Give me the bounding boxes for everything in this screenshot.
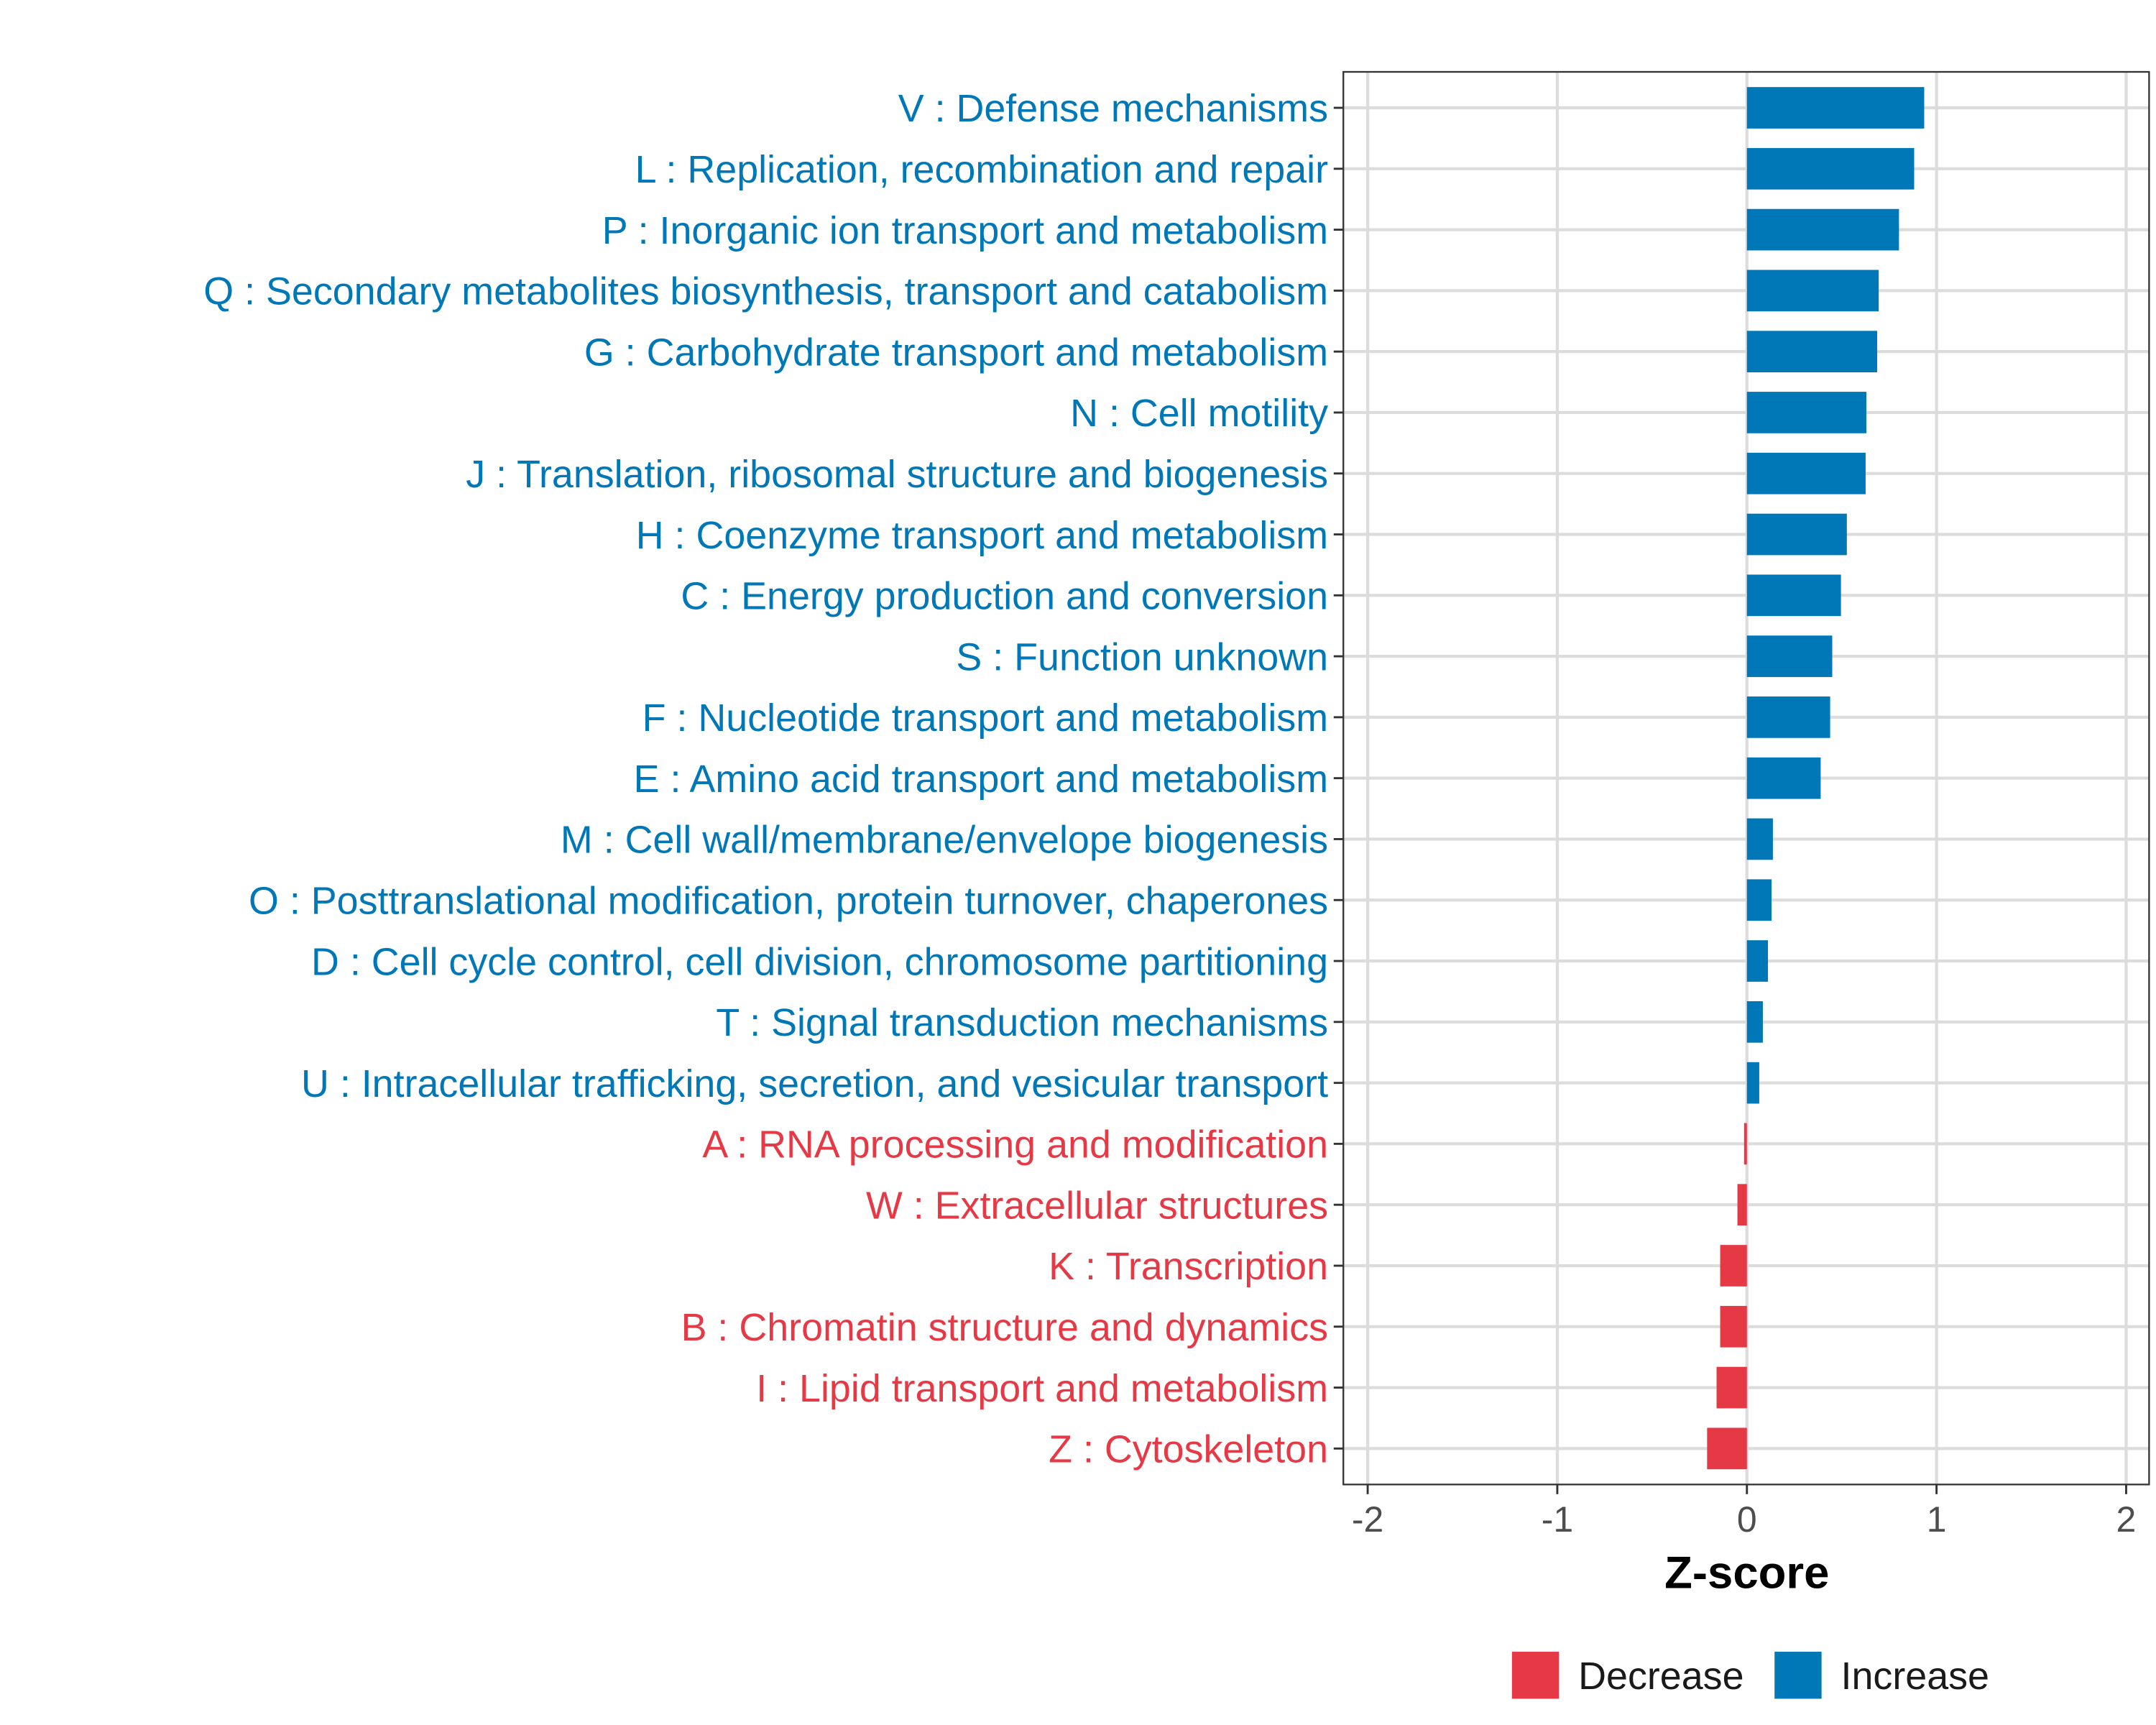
category-label: I : Lipid transport and metabolism — [756, 1367, 1328, 1410]
bar — [1746, 940, 1769, 982]
category-label: T : Signal transduction mechanisms — [716, 1001, 1328, 1044]
bar — [1746, 818, 1773, 860]
category-label: B : Chromatin structure and dynamics — [681, 1306, 1329, 1349]
category-label: W : Extracellular structures — [866, 1184, 1328, 1227]
bar — [1746, 331, 1878, 372]
category-label: U : Intracellular trafficking, secretion… — [301, 1062, 1328, 1105]
x-tick-label: 1 — [1927, 1499, 1947, 1540]
category-labels: V : Defense mechanisms L : Replication, r… — [203, 87, 1344, 1471]
category-label: K : Transcription — [1049, 1245, 1328, 1288]
category-label: N : Cell motility — [1070, 392, 1328, 435]
bar — [1746, 696, 1830, 738]
bar — [1746, 147, 1915, 190]
category-label: V : Defense mechanisms — [898, 87, 1328, 130]
bar — [1746, 757, 1821, 799]
category-label: H : Coenzyme transport and metabolism — [636, 514, 1328, 557]
x-tick-label: -1 — [1542, 1499, 1573, 1540]
bar — [1746, 635, 1833, 677]
category-label: L : Replication, recombination and repai… — [635, 148, 1329, 191]
category-label: F : Nucleotide transport and metabolism — [642, 696, 1328, 740]
bar — [1746, 392, 1866, 433]
category-label: E : Amino acid transport and metabolism — [634, 758, 1328, 801]
category-label: S : Function unknown — [956, 635, 1328, 678]
bar — [1720, 1245, 1747, 1287]
category-label: P : Inorganic ion transport and metaboli… — [602, 209, 1328, 252]
legend-swatch-decrease — [1511, 1652, 1560, 1699]
category-label: M : Cell wall/membrane/envelope biogenes… — [561, 819, 1328, 862]
bar — [1746, 513, 1847, 556]
x-axis-title: Z-score — [1664, 1548, 1829, 1598]
category-label: C : Energy production and conversion — [681, 575, 1328, 618]
bar — [1707, 1427, 1747, 1470]
category-label: D : Cell cycle control, cell division, c… — [311, 940, 1328, 983]
bar — [1746, 208, 1899, 251]
bar — [1743, 1123, 1747, 1165]
bars — [1707, 87, 1925, 1470]
bar — [1746, 1062, 1759, 1104]
x-tick-label: -2 — [1352, 1499, 1383, 1540]
category-label: A : RNA processing and modification — [702, 1123, 1328, 1167]
bar — [1737, 1184, 1747, 1226]
bar — [1746, 270, 1879, 312]
category-label: G : Carbohydrate transport and metabolis… — [584, 331, 1328, 374]
bar — [1746, 879, 1772, 921]
category-label: O : Posttranslational modification, prot… — [249, 879, 1328, 922]
legend-swatch-increase — [1774, 1652, 1822, 1699]
x-tick-label: 2 — [2116, 1499, 2137, 1540]
bar — [1746, 1000, 1763, 1043]
bar — [1746, 87, 1925, 129]
bar — [1746, 452, 1866, 494]
category-label: Z : Cytoskeleton — [1049, 1428, 1328, 1471]
legend-label-increase: Increase — [1841, 1655, 1989, 1698]
legend: Decrease Increase — [1511, 1652, 1989, 1699]
legend-label-decrease: Decrease — [1578, 1655, 1743, 1698]
bar — [1746, 574, 1841, 617]
bar — [1720, 1305, 1747, 1348]
x-tick-label: 0 — [1737, 1499, 1757, 1540]
bar — [1716, 1366, 1747, 1409]
category-label: Q : Secondary metabolites biosynthesis, … — [203, 270, 1328, 313]
x-axis-ticks: -2 -1 0 1 2 — [1352, 1484, 2137, 1540]
category-label: J : Translation, ribosomal structure and… — [466, 453, 1328, 496]
